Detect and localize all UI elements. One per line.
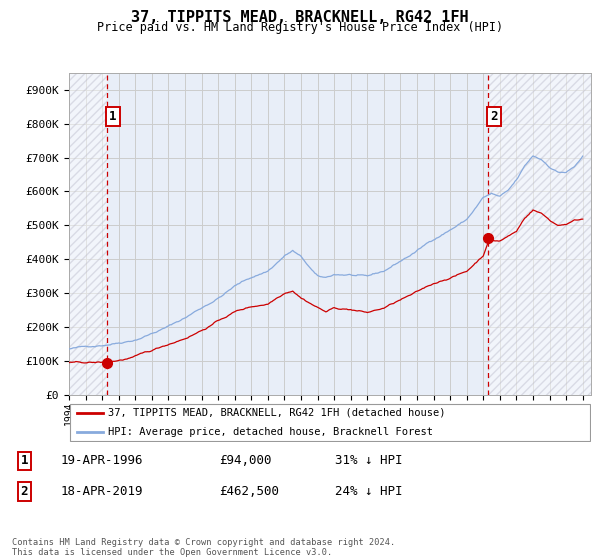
Text: 37, TIPPITS MEAD, BRACKNELL, RG42 1FH (detached house): 37, TIPPITS MEAD, BRACKNELL, RG42 1FH (d… — [108, 408, 446, 418]
Text: 18-APR-2019: 18-APR-2019 — [61, 485, 143, 498]
Text: Price paid vs. HM Land Registry's House Price Index (HPI): Price paid vs. HM Land Registry's House … — [97, 21, 503, 34]
Text: 37, TIPPITS MEAD, BRACKNELL, RG42 1FH: 37, TIPPITS MEAD, BRACKNELL, RG42 1FH — [131, 10, 469, 25]
Text: 2: 2 — [20, 485, 28, 498]
Text: 1: 1 — [109, 110, 116, 123]
Text: £462,500: £462,500 — [220, 485, 280, 498]
Text: Contains HM Land Registry data © Crown copyright and database right 2024.
This d: Contains HM Land Registry data © Crown c… — [12, 538, 395, 557]
Text: 31% ↓ HPI: 31% ↓ HPI — [335, 454, 402, 468]
Text: HPI: Average price, detached house, Bracknell Forest: HPI: Average price, detached house, Brac… — [108, 427, 433, 436]
Bar — [488, 73, 591, 395]
Text: 24% ↓ HPI: 24% ↓ HPI — [335, 485, 402, 498]
Text: 2: 2 — [490, 110, 497, 123]
Text: £94,000: £94,000 — [220, 454, 272, 468]
Text: 19-APR-1996: 19-APR-1996 — [61, 454, 143, 468]
Text: 1: 1 — [20, 454, 28, 468]
Bar — [69, 73, 107, 395]
FancyBboxPatch shape — [70, 404, 590, 441]
